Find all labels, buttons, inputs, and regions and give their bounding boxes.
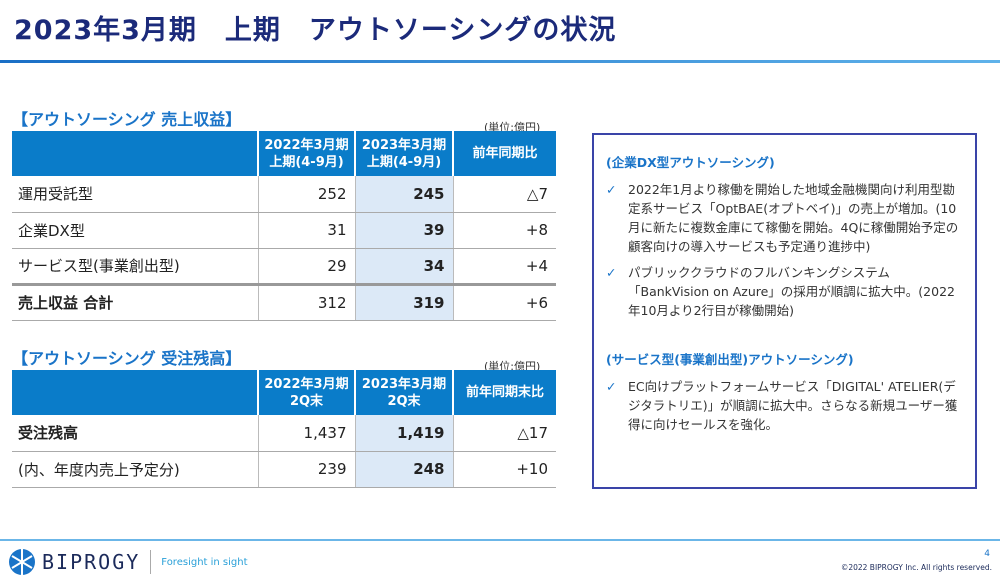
row-label: サービス型(事業創出型) bbox=[12, 248, 258, 285]
item-text: パブリッククラウドのフルバンキングシステム「BankVision on Azur… bbox=[628, 265, 955, 318]
list-item: ✓ パブリッククラウドのフルバンキングシステム「BankVision on Azu… bbox=[606, 263, 965, 320]
table-header-row: 2022年3月期 2Q末 2023年3月期 2Q末 前年同期末比 bbox=[12, 370, 556, 415]
table-row: サービス型(事業創出型) 29 34 +4 bbox=[12, 248, 556, 285]
table-total-row: 売上収益 合計 312 319 +6 bbox=[12, 282, 556, 321]
value-change: △17 bbox=[452, 415, 556, 452]
check-icon: ✓ bbox=[606, 379, 617, 394]
value-change: +10 bbox=[452, 451, 556, 488]
row-label: 売上収益 合計 bbox=[12, 282, 258, 321]
row-label: 受注残高 bbox=[12, 415, 258, 452]
table-row: 受注残高 1,437 1,419 △17 bbox=[12, 415, 556, 452]
header-cell: 前年同期末比 bbox=[452, 370, 556, 415]
item-text: 2022年1月より稼働を開始した地域金融機関向け利用型勘定系サービス「OptBA… bbox=[628, 182, 959, 254]
value-prev: 29 bbox=[257, 248, 355, 285]
header-cell: 2023年3月期 上期(4-9月) bbox=[354, 131, 453, 176]
value-current: 34 bbox=[354, 248, 453, 285]
check-icon: ✓ bbox=[606, 265, 617, 280]
table-header-row: 2022年3月期 上期(4-9月) 2023年3月期 上期(4-9月) 前年同期比 bbox=[12, 131, 556, 176]
footer-logo: BIPROGY Foresight in sight bbox=[8, 548, 248, 576]
value-current: 245 bbox=[354, 176, 453, 213]
backlog-heading: 【アウトソーシング 受注残高】 bbox=[12, 349, 242, 368]
check-icon: ✓ bbox=[606, 182, 617, 197]
revenue-heading: 【アウトソーシング 売上収益】 bbox=[12, 110, 242, 129]
revenue-table: 2022年3月期 上期(4-9月) 2023年3月期 上期(4-9月) 前年同期比 … bbox=[12, 131, 556, 321]
page-number: 4 bbox=[984, 549, 990, 559]
item-text: EC向けプラットフォームサービス「DIGITAL' ATELIER(デジタラトリ… bbox=[628, 379, 958, 432]
backlog-table: 2022年3月期 2Q末 2023年3月期 2Q末 前年同期末比 受注残高 1,437… bbox=[12, 370, 556, 488]
page-title: 2023年3月期 上期 アウトソーシングの状況 bbox=[14, 15, 617, 46]
value-prev: 1,437 bbox=[257, 415, 355, 452]
header-cell: 2023年3月期 2Q末 bbox=[354, 370, 453, 415]
list-item: ✓ EC向けプラットフォームサービス「DIGITAL' ATELIER(デジタラト… bbox=[606, 377, 965, 434]
value-prev: 239 bbox=[257, 451, 355, 488]
row-label: 企業DX型 bbox=[12, 212, 258, 249]
footer-divider bbox=[0, 539, 1000, 541]
copyright: ©2022 BIPROGY Inc. All rights reserved. bbox=[840, 563, 992, 572]
notes-box: (企業DX型アウトソーシング) ✓ 2022年1月より稼働を開始した地域金融機関向… bbox=[592, 133, 977, 489]
value-current: 1,419 bbox=[354, 415, 453, 452]
value-current: 39 bbox=[354, 212, 453, 249]
value-prev: 312 bbox=[257, 282, 355, 321]
backlog-unit: (単位:億円) bbox=[484, 360, 541, 373]
header-cell: 2022年3月期 上期(4-9月) bbox=[257, 131, 355, 176]
service-heading: (サービス型(事業創出型)アウトソーシング) bbox=[606, 352, 854, 367]
value-change: △7 bbox=[452, 176, 556, 213]
value-change: +8 bbox=[452, 212, 556, 249]
value-change: +6 bbox=[452, 282, 556, 321]
logo-separator bbox=[150, 550, 152, 574]
tagline: Foresight in sight bbox=[161, 556, 248, 568]
revenue-unit: (単位:億円) bbox=[484, 121, 541, 134]
value-prev: 252 bbox=[257, 176, 355, 213]
value-prev: 31 bbox=[257, 212, 355, 249]
header-cell: 2022年3月期 2Q末 bbox=[257, 370, 355, 415]
row-label: (内、年度内売上予定分) bbox=[12, 451, 258, 488]
header-cell: 前年同期比 bbox=[452, 131, 556, 176]
value-current: 248 bbox=[354, 451, 453, 488]
table-row: (内、年度内売上予定分) 239 248 +10 bbox=[12, 451, 556, 488]
brand-name: BIPROGY bbox=[42, 550, 141, 574]
value-change: +4 bbox=[452, 248, 556, 285]
value-current: 319 bbox=[354, 282, 453, 321]
header-cell bbox=[12, 370, 258, 415]
title-divider bbox=[0, 60, 1000, 63]
header-cell bbox=[12, 131, 258, 176]
biprogy-logo-icon bbox=[9, 549, 35, 575]
list-item: ✓ 2022年1月より稼働を開始した地域金融機関向け利用型勘定系サービス「OptB… bbox=[606, 180, 965, 256]
dx-heading: (企業DX型アウトソーシング) bbox=[606, 155, 775, 170]
table-row: 企業DX型 31 39 +8 bbox=[12, 212, 556, 249]
row-label: 運用受託型 bbox=[12, 176, 258, 213]
table-row: 運用受託型 252 245 △7 bbox=[12, 176, 556, 213]
